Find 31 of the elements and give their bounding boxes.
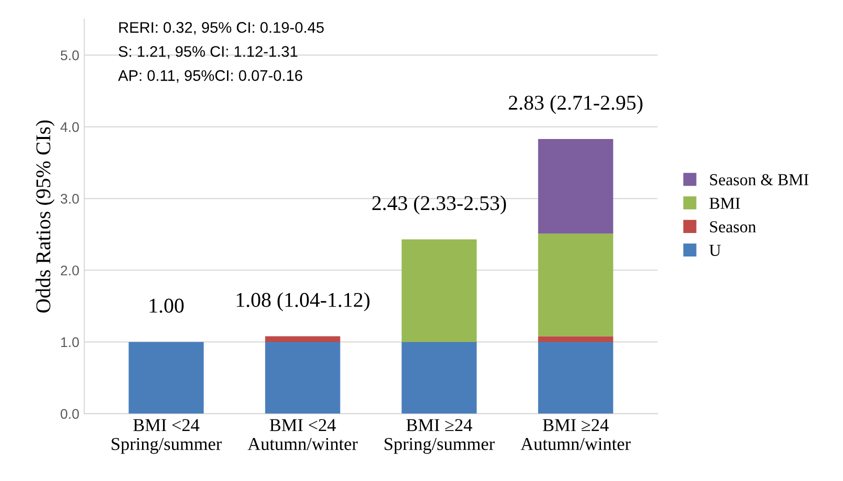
y-tick-label: 4.0 bbox=[60, 122, 79, 132]
annotation: 1.08 (1.04-1.12) bbox=[236, 292, 370, 312]
annotation: 2.43 (2.33-2.53) bbox=[372, 196, 506, 214]
annotation: 1.00 bbox=[150, 298, 184, 313]
legend-label: Season & BMI bbox=[710, 174, 808, 186]
x-tick-label: BMI ≥24 Spring/summer bbox=[384, 419, 495, 454]
y-tick-label: 5.0 bbox=[60, 50, 79, 60]
legend-label: U bbox=[709, 244, 721, 256]
y-tick-label: 1.0 bbox=[61, 337, 79, 348]
annotation: AP: 0.11, 95%CI: 0.07-0.16 bbox=[118, 70, 302, 83]
bar bbox=[402, 342, 477, 414]
legend-label: BMI bbox=[709, 198, 740, 209]
bar bbox=[265, 342, 340, 414]
bar bbox=[128, 342, 204, 414]
x-tick-label: BMI <24 Autumn/winter bbox=[248, 419, 358, 450]
bar bbox=[538, 139, 614, 234]
bar bbox=[402, 239, 477, 342]
x-tick-label: BMI <24 Spring/summer bbox=[112, 419, 222, 454]
y-axis-title: Odds Ratios (95% CIs) bbox=[36, 120, 55, 313]
x-tick-label: BMI ≥24 Autumn/winter bbox=[520, 419, 631, 450]
y-tick-label: 3.0 bbox=[60, 194, 79, 204]
bar bbox=[538, 234, 614, 336]
y-tick-label: 2.0 bbox=[60, 266, 79, 276]
legend-label: Season bbox=[710, 221, 756, 232]
bar bbox=[538, 342, 614, 414]
y-tick-label: 0.0 bbox=[60, 408, 79, 419]
bar bbox=[538, 336, 614, 342]
annotation: 2.83 (2.71-2.95) bbox=[508, 95, 642, 114]
annotation: RERI: 0.32, 95% CI: 0.19-0.45 bbox=[119, 22, 324, 35]
annotation: S: 1.21, 95% CI: 1.12-1.31 bbox=[118, 46, 298, 59]
bar bbox=[265, 336, 340, 342]
